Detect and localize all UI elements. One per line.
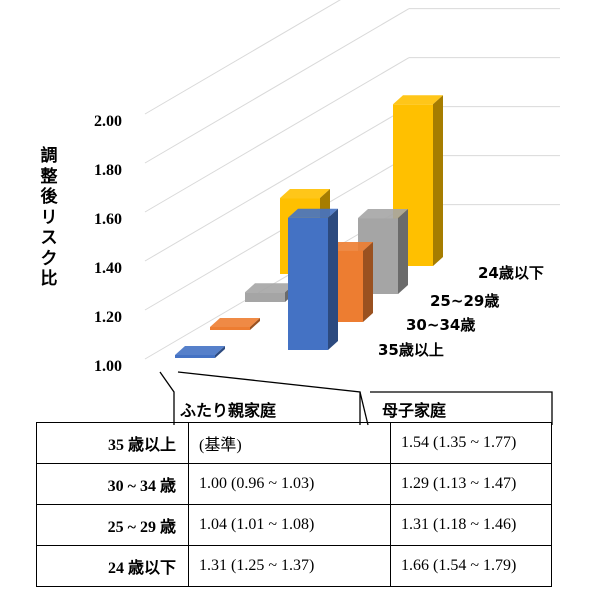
gridline	[144, 8, 410, 164]
table-row: 35 歳以上 (基準) 1.54 (1.35 ~ 1.77)	[36, 422, 552, 464]
series-label: 30~34歳	[406, 316, 475, 334]
bar	[245, 292, 285, 302]
column-header-single-mother: 母子家庭	[382, 401, 447, 420]
y-tick-label: 2.00	[94, 113, 122, 130]
bar-top	[280, 189, 330, 199]
bar-top	[245, 283, 295, 293]
risk-ratio-table: 35 歳以上 (基準) 1.54 (1.35 ~ 1.77) 30 ~ 34 歳…	[36, 422, 552, 587]
series-label: 25~29歳	[430, 292, 499, 310]
column-header-two-parent: ふたり親家庭	[180, 401, 277, 420]
series-label: 35歳以上	[378, 341, 444, 359]
bar-side	[215, 346, 225, 358]
bar-top	[210, 318, 260, 327]
cell-single-mother: 1.31 (1.18 ~ 1.46)	[390, 504, 552, 546]
y-tick-label: 1.00	[94, 358, 122, 375]
cell-two-parent: (基準)	[188, 422, 391, 464]
row-label: 35 歳以上	[36, 422, 189, 464]
cell-single-mother: 1.29 (1.13 ~ 1.47)	[390, 463, 552, 505]
table-row: 24 歳以下 1.31 (1.25 ~ 1.37) 1.66 (1.54 ~ 1…	[36, 545, 552, 587]
connector-line	[159, 371, 175, 425]
table-row: 25 ~ 29 歳 1.04 (1.01 ~ 1.08) 1.31 (1.18 …	[36, 504, 552, 546]
table-row: 30 ~ 34 歳 1.00 (0.96 ~ 1.03) 1.29 (1.13 …	[36, 463, 552, 505]
cell-two-parent: 1.31 (1.25 ~ 1.37)	[188, 545, 391, 587]
y-axis-label: 調整後リスク比	[40, 146, 58, 289]
gridline	[144, 106, 410, 262]
cell-single-mother: 1.54 (1.35 ~ 1.77)	[390, 422, 552, 464]
bar-top	[358, 209, 408, 219]
y-tick-label: 1.60	[94, 211, 122, 228]
row-label: 24 歳以下	[36, 545, 189, 587]
bar-side	[433, 95, 443, 266]
y-tick-label: 1.80	[94, 162, 122, 179]
y-tick-label: 1.20	[94, 309, 122, 326]
connector-line	[359, 391, 369, 426]
bar	[175, 355, 215, 358]
row-label: 25 ~ 29 歳	[36, 504, 189, 546]
bar-side	[250, 318, 260, 330]
bar	[288, 217, 328, 350]
gridline	[144, 57, 410, 213]
gridline	[144, 0, 341, 115]
cell-single-mother: 1.66 (1.54 ~ 1.79)	[390, 545, 552, 587]
connector-line	[370, 391, 553, 425]
series-label: 24歳以下	[478, 264, 544, 282]
gridline	[144, 155, 410, 311]
bar-side	[398, 209, 408, 294]
bar-top	[175, 346, 225, 355]
bar-top	[393, 95, 443, 105]
bar-side	[328, 208, 338, 350]
row-label: 30 ~ 34 歳	[36, 463, 189, 505]
bar	[210, 327, 250, 330]
bar-side	[363, 241, 373, 322]
cell-two-parent: 1.00 (0.96 ~ 1.03)	[188, 463, 391, 505]
bar-top	[288, 208, 338, 218]
y-tick-label: 1.40	[94, 260, 122, 277]
cell-two-parent: 1.04 (1.01 ~ 1.08)	[188, 504, 391, 546]
